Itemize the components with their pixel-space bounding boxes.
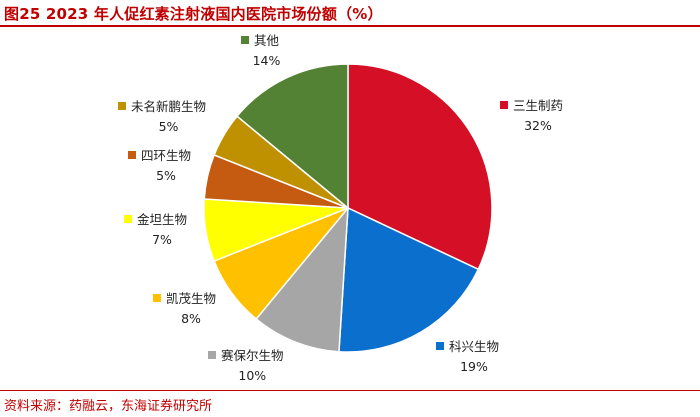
slice-label-group-3: 赛保尔生物 10% [208,348,284,383]
slice-label-group-1: 三生制药 32% [500,98,563,133]
pie-labels: 三生制药 32% 科兴生物 19% 赛保尔生物 10% 凯茂生物 8% 金坦生物 7% 四环生物 5%… [118,33,563,383]
slice-value-label: 5% [159,119,179,134]
slice-value-label: 8% [181,311,201,326]
slice-name-label: 赛保尔生物 [221,348,284,363]
slice-name-label: 凯茂生物 [166,291,216,306]
legend-marker-4 [153,294,161,302]
slice-value-label: 10% [238,368,266,383]
footer-divider [0,390,700,391]
slice-value-label: 5% [156,168,176,183]
slice-name-label: 未名新鹏生物 [131,99,206,114]
slice-name-label: 金坦生物 [137,212,187,227]
chart-title: 图25 2023 年人促红素注射液国内医院市场份额（%） [4,5,383,23]
slice-label-group-5: 金坦生物 7% [124,212,187,247]
slice-value-label: 32% [524,118,552,133]
slice-value-label: 7% [152,232,172,247]
legend-marker-8 [241,36,249,44]
pie-slice-8 [235,63,349,210]
slice-name-label: 其他 [254,33,280,48]
legend-marker-1 [500,101,508,109]
legend-marker-2 [436,342,444,350]
title-divider [0,25,700,27]
title-bar: 图25 2023 年人促红素注射液国内医院市场份额（%） [0,0,700,27]
pie-slice-1 [347,63,493,271]
pie-slices [203,63,493,353]
slice-name-label: 三生制药 [513,98,563,113]
slice-label-group-7: 未名新鹏生物 5% [118,99,206,134]
slice-value-label: 14% [253,53,281,68]
slice-label-group-2: 科兴生物 19% [436,339,499,374]
slice-label-group-8: 其他 14% [241,33,281,68]
slice-value-label: 19% [460,359,488,374]
legend-marker-6 [128,151,136,159]
slice-label-group-4: 凯茂生物 8% [153,291,216,326]
legend-marker-5 [124,215,132,223]
source-note: 资料来源：药融云，东海证券研究所 [4,399,213,414]
legend-marker-3 [208,351,216,359]
slice-name-label: 四环生物 [141,148,191,163]
slice-name-label: 科兴生物 [449,339,499,354]
pie-slice-2 [338,206,480,353]
pie-slice-3 [255,205,349,353]
slice-label-group-6: 四环生物 5% [128,148,191,183]
legend-marker-7 [118,102,126,110]
